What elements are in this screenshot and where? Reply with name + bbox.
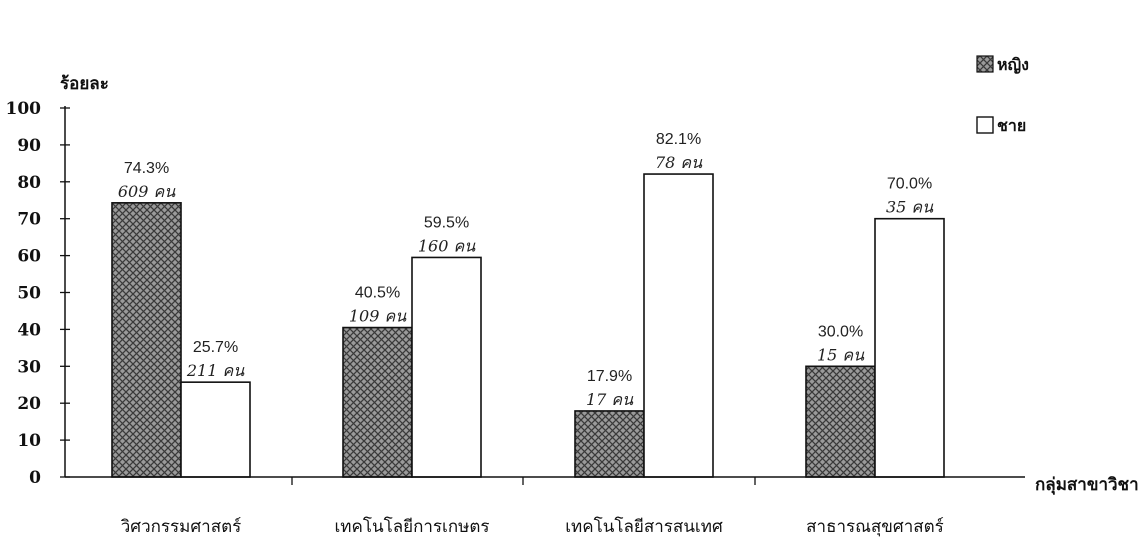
bar-count-label: 211 คน xyxy=(186,361,245,380)
legend-swatch-male xyxy=(976,116,994,134)
y-tick-label: 30 xyxy=(17,357,41,377)
bar-value-label: 25.7% xyxy=(193,339,238,356)
bar-male xyxy=(180,381,251,478)
bar-value-label: 74.3% xyxy=(124,160,169,177)
y-tick-label: 10 xyxy=(17,431,41,451)
legend-swatch-female xyxy=(976,55,994,73)
y-tick-label: 0 xyxy=(29,468,41,488)
bar-female xyxy=(342,326,413,478)
y-tick-label: 40 xyxy=(17,320,41,340)
bar-count-label: 35 คน xyxy=(886,198,934,217)
bar-value-label: 70.0% xyxy=(887,176,932,193)
bar-count-label: 609 คน xyxy=(118,182,176,201)
y-tick-label: 80 xyxy=(17,173,41,193)
bar-value-label: 40.5% xyxy=(355,285,400,302)
category-label: เทคโนโลยีการเกษตร xyxy=(334,516,489,537)
y-tick-label: 90 xyxy=(17,136,41,156)
y-tick-label: 70 xyxy=(17,210,41,230)
bar-female xyxy=(574,410,645,478)
bar-value-label: 17.9% xyxy=(587,368,632,385)
legend-label-male: ชาย xyxy=(997,116,1026,135)
y-tick-label: 50 xyxy=(17,284,41,304)
bar-count-label: 17 คน xyxy=(586,390,634,409)
bar-male xyxy=(643,173,714,478)
bar-value-label: 82.1% xyxy=(656,131,701,148)
y-tick-label: 100 xyxy=(6,99,42,119)
bar-female xyxy=(111,202,182,478)
x-axis-title: กลุ่มสาขาวิชา xyxy=(1035,475,1139,495)
bar-count-label: 109 คน xyxy=(349,307,407,326)
y-tick-label: 20 xyxy=(17,394,41,414)
bar-male xyxy=(411,256,482,478)
category-label: เทคโนโลยีสารสนเทศ xyxy=(565,516,723,537)
legend-label-female: หญิง xyxy=(997,55,1029,75)
bar-count-label: 78 คน xyxy=(655,153,703,172)
y-axis-title: ร้อยละ xyxy=(60,74,109,94)
bar-male xyxy=(874,217,945,478)
legend: หญิง ชาย xyxy=(976,55,1029,135)
bar-female xyxy=(805,365,876,478)
bar-count-label: 15 คน xyxy=(817,345,865,364)
bar-value-label: 30.0% xyxy=(818,323,863,340)
y-tick-label: 60 xyxy=(17,247,41,267)
category-label: วิศวกรรมศาสตร์ xyxy=(120,517,241,537)
bar-count-label: 160 คน xyxy=(418,236,476,255)
bar-value-label: 59.5% xyxy=(424,214,469,231)
category-label: สาธารณสุขศาสตร์ xyxy=(806,517,944,537)
